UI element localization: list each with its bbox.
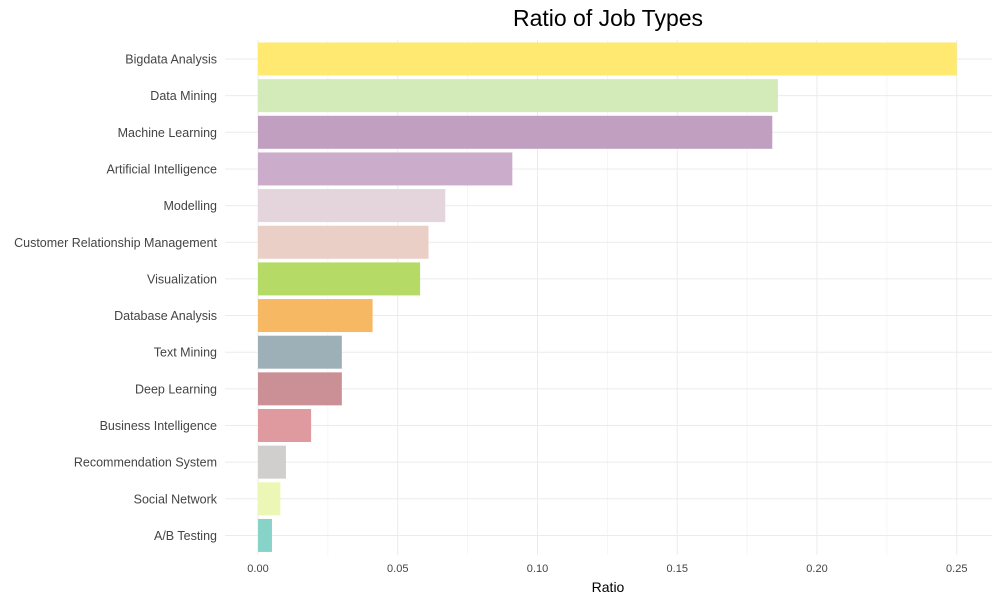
bar: [258, 482, 281, 516]
y-tick-label: Customer Relationship Management: [14, 236, 217, 250]
bar: [258, 189, 446, 223]
bar: [258, 225, 429, 259]
y-tick-label: A/B Testing: [154, 529, 217, 543]
x-tick-label: 0.15: [667, 563, 688, 575]
y-tick-label: Database Analysis: [114, 309, 217, 323]
y-tick-label: Bigdata Analysis: [125, 53, 217, 67]
bar: [258, 262, 421, 296]
y-tick-label: Text Mining: [154, 346, 217, 360]
chart-title: Ratio of Job Types: [513, 5, 703, 31]
bar: [258, 518, 272, 552]
bar: [258, 372, 342, 406]
y-tick-label: Modelling: [163, 199, 217, 213]
bar: [258, 335, 342, 369]
y-tick-label: Social Network: [134, 492, 218, 506]
bar: [258, 42, 957, 76]
y-tick-label: Recommendation System: [74, 456, 217, 470]
y-axis-labels: Bigdata Analysis Data Mining Machine Learn…: [14, 53, 218, 543]
bar: [258, 115, 773, 149]
y-tick-label: Visualization: [147, 272, 217, 286]
bar: [258, 299, 373, 333]
chart-bars: [258, 42, 957, 552]
bar: [258, 445, 286, 479]
x-tick-label: 0.20: [806, 563, 827, 575]
y-tick-label: Business Intelligence: [100, 419, 217, 433]
y-tick-label: Data Mining: [150, 89, 217, 103]
x-axis-ticks: 0.00 0.05 0.10 0.15 0.20 0.25: [247, 563, 967, 575]
x-tick-label: 0.05: [387, 563, 408, 575]
x-axis-title: Ratio: [592, 579, 625, 595]
x-tick-label: 0.25: [946, 563, 967, 575]
bar: [258, 409, 312, 442]
x-tick-label: 0.00: [247, 563, 268, 575]
y-tick-label: Deep Learning: [135, 382, 217, 396]
bar: [258, 79, 778, 113]
bar: [258, 152, 513, 186]
y-tick-label: Machine Learning: [118, 126, 217, 140]
y-tick-label: Artificial Intelligence: [107, 162, 218, 176]
x-tick-label: 0.10: [527, 563, 548, 575]
